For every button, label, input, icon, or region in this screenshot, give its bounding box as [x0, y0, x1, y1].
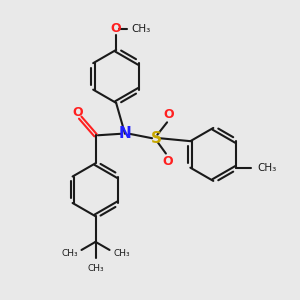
Text: CH₃: CH₃	[257, 163, 277, 173]
Text: O: O	[164, 108, 174, 121]
Text: CH₃: CH₃	[61, 249, 78, 258]
Text: S: S	[150, 131, 161, 146]
Text: CH₃: CH₃	[131, 24, 151, 34]
Text: O: O	[73, 106, 83, 119]
Text: CH₃: CH₃	[87, 264, 104, 273]
Text: O: O	[162, 155, 173, 168]
Text: CH₃: CH₃	[113, 249, 130, 258]
Text: N: N	[118, 126, 131, 141]
Text: O: O	[111, 22, 122, 35]
